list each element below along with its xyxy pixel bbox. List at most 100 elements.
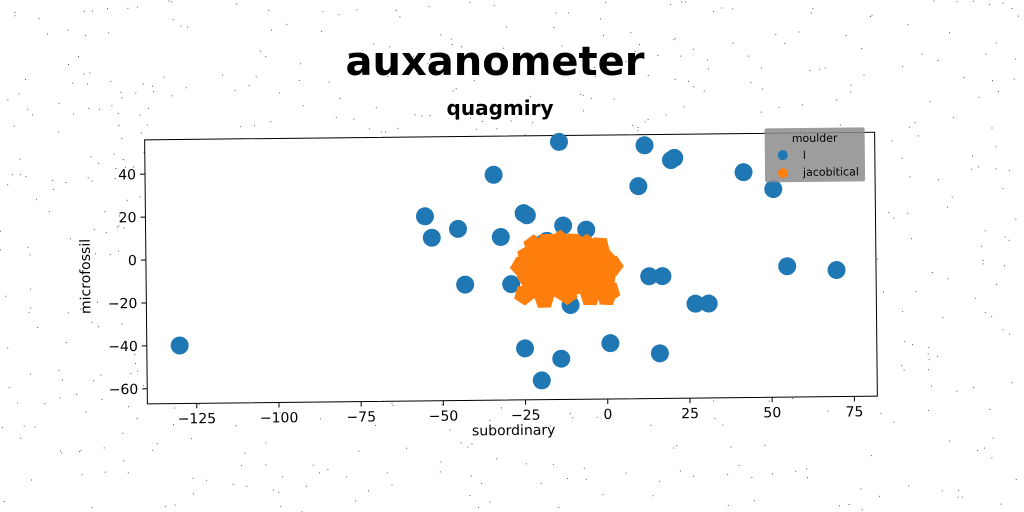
speckle [481, 482, 483, 484]
speckle [861, 509, 863, 511]
speckle [133, 166, 135, 168]
data-point-l [686, 294, 705, 313]
speckle [375, 107, 377, 109]
speckle [452, 90, 454, 92]
speckle [727, 474, 729, 476]
speckle [68, 64, 69, 65]
speckle [947, 278, 949, 280]
speckle [902, 66, 903, 68]
speckle [848, 504, 850, 505]
speckle [908, 485, 910, 487]
speckle [14, 15, 16, 17]
speckle [738, 465, 740, 467]
speckle [602, 493, 604, 495]
speckle [632, 124, 634, 126]
speckle [985, 53, 987, 55]
speckle [142, 83, 144, 85]
speckle [335, 116, 337, 118]
speckle [553, 26, 555, 28]
speckle [963, 77, 965, 79]
speckle [413, 55, 415, 57]
speckle [991, 457, 993, 459]
speckle [510, 120, 512, 122]
x-tick-label: −100 [260, 410, 299, 426]
speckle [489, 501, 491, 503]
speckle [600, 18, 601, 20]
speckle [348, 53, 350, 55]
speckle [72, 82, 74, 84]
speckle [977, 450, 978, 451]
speckle [91, 507, 93, 509]
speckle [139, 196, 141, 198]
speckle [61, 452, 63, 454]
speckle [625, 61, 627, 62]
speckle [707, 68, 709, 70]
speckle [156, 443, 158, 445]
speckle [232, 483, 234, 485]
speckle [583, 110, 585, 112]
speckle [91, 321, 93, 323]
speckle [657, 54, 659, 56]
speckle [11, 174, 13, 176]
speckle [665, 114, 667, 116]
data-point-l [827, 261, 846, 280]
speckle [449, 429, 451, 431]
speckle [512, 68, 514, 70]
speckle [171, 95, 173, 97]
speckle [152, 85, 153, 87]
data-point-l [734, 163, 753, 182]
speckle [3, 501, 5, 502]
speckle [748, 55, 750, 57]
speckle [956, 390, 958, 392]
speckle [928, 359, 930, 361]
speckle [566, 478, 568, 479]
speckle [903, 369, 905, 371]
speckle [94, 253, 96, 255]
speckle [679, 470, 681, 472]
speckle [888, 212, 890, 214]
speckle [387, 76, 389, 78]
speckle [248, 85, 250, 87]
speckle [850, 84, 852, 86]
speckle [7, 99, 9, 101]
speckle [353, 118, 355, 120]
speckle [76, 393, 77, 395]
speckle [915, 291, 917, 292]
speckle [101, 398, 103, 400]
speckle [470, 475, 472, 477]
speckle [53, 188, 54, 190]
y-tick-label: 0 [128, 253, 137, 269]
speckle [235, 425, 237, 427]
speckle [580, 93, 582, 95]
speckle [460, 442, 462, 444]
speckle [113, 153, 115, 155]
speckle [883, 291, 884, 293]
speckle [128, 406, 130, 408]
speckle [456, 119, 458, 121]
speckle [72, 113, 74, 115]
speckle [97, 301, 98, 303]
speckle [174, 504, 176, 506]
speckle [38, 18, 40, 20]
speckle [912, 344, 914, 346]
speckle [105, 232, 107, 234]
data-point-l [699, 294, 718, 313]
speckle [58, 369, 60, 371]
speckle [683, 106, 685, 108]
y-tick-label: 20 [119, 210, 137, 226]
y-axis-label: microfossil [78, 239, 95, 314]
data-point-l [422, 228, 441, 247]
speckle [110, 80, 112, 82]
speckle [121, 97, 123, 99]
speckle [534, 114, 535, 116]
speckle [949, 32, 950, 34]
speckle [120, 91, 122, 93]
speckle [673, 447, 675, 449]
speckle [931, 385, 932, 387]
data-point-l [577, 220, 596, 239]
speckle [496, 128, 498, 130]
speckle [503, 47, 505, 49]
speckle [594, 67, 596, 69]
speckle [625, 472, 627, 474]
data-point-l [661, 151, 680, 170]
